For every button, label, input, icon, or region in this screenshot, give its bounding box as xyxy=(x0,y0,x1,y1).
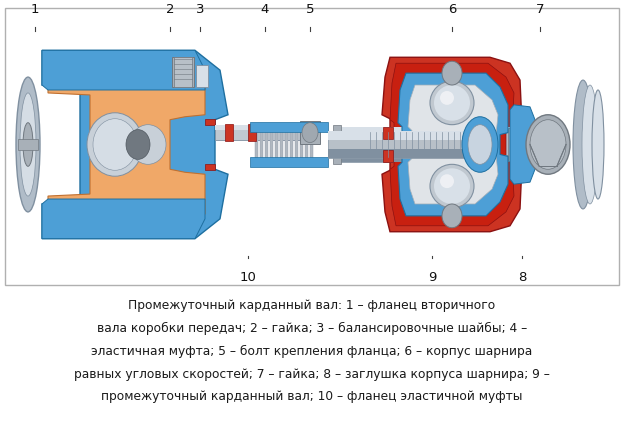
Bar xyxy=(508,129,514,161)
Ellipse shape xyxy=(16,78,40,213)
Ellipse shape xyxy=(582,86,598,204)
Polygon shape xyxy=(408,86,498,204)
Bar xyxy=(335,156,510,163)
Ellipse shape xyxy=(434,86,470,121)
Polygon shape xyxy=(42,199,205,239)
Text: 3: 3 xyxy=(196,3,204,16)
Bar xyxy=(383,127,393,139)
Bar xyxy=(215,125,305,130)
Ellipse shape xyxy=(462,118,498,173)
Ellipse shape xyxy=(130,125,166,165)
Ellipse shape xyxy=(87,113,143,177)
Polygon shape xyxy=(205,119,215,125)
Text: равных угловых скоростей; 7 – гайка; 8 – заглушка корпуса шарнира; 9 –: равных угловых скоростей; 7 – гайка; 8 –… xyxy=(74,367,550,380)
Polygon shape xyxy=(42,51,205,91)
Text: 4: 4 xyxy=(261,3,269,16)
Text: вала коробки передач; 2 – гайка; 3 – балансировочные шайбы; 4 –: вала коробки передач; 2 – гайка; 3 – бал… xyxy=(97,321,527,334)
Ellipse shape xyxy=(440,175,454,189)
Bar xyxy=(280,127,283,163)
Ellipse shape xyxy=(573,81,593,210)
Bar xyxy=(225,124,233,141)
Bar xyxy=(18,139,38,151)
Bar xyxy=(333,126,341,165)
Bar xyxy=(328,150,493,159)
Polygon shape xyxy=(390,64,514,226)
Bar xyxy=(270,127,273,163)
Bar xyxy=(174,58,192,88)
Polygon shape xyxy=(398,74,508,216)
Bar xyxy=(328,131,493,140)
Bar xyxy=(310,127,313,163)
Bar xyxy=(250,158,328,168)
Polygon shape xyxy=(42,51,228,239)
Text: 10: 10 xyxy=(240,271,256,284)
Bar xyxy=(430,127,455,164)
Bar xyxy=(430,127,455,134)
Ellipse shape xyxy=(442,62,462,86)
Polygon shape xyxy=(205,165,215,171)
Bar xyxy=(300,127,303,163)
Ellipse shape xyxy=(302,124,318,143)
Polygon shape xyxy=(48,56,205,234)
Ellipse shape xyxy=(530,121,566,170)
Bar xyxy=(275,127,278,163)
Bar xyxy=(285,127,288,163)
Polygon shape xyxy=(510,106,536,185)
Ellipse shape xyxy=(430,165,474,208)
Ellipse shape xyxy=(20,94,36,196)
Bar xyxy=(305,127,308,163)
Bar xyxy=(250,122,328,132)
Bar xyxy=(260,127,263,163)
Bar xyxy=(290,127,293,163)
Ellipse shape xyxy=(526,115,570,175)
Bar xyxy=(215,125,305,140)
Ellipse shape xyxy=(440,92,454,106)
Text: 5: 5 xyxy=(306,3,314,16)
Bar xyxy=(335,127,510,163)
Bar xyxy=(295,127,298,163)
Bar xyxy=(383,151,393,163)
Bar xyxy=(300,121,320,144)
Ellipse shape xyxy=(126,130,150,160)
Bar xyxy=(248,124,256,141)
Polygon shape xyxy=(382,58,522,232)
Ellipse shape xyxy=(442,204,462,228)
Text: 1: 1 xyxy=(31,3,39,16)
Text: 2: 2 xyxy=(166,3,174,16)
Text: 6: 6 xyxy=(448,3,456,16)
Text: Промежуточный карданный вал: 1 – фланец вторичного: Промежуточный карданный вал: 1 – фланец … xyxy=(129,299,495,311)
Ellipse shape xyxy=(23,124,33,167)
Text: 7: 7 xyxy=(536,3,544,16)
Bar xyxy=(5,9,619,285)
Ellipse shape xyxy=(592,91,604,199)
Text: промежуточный карданный вал; 10 – фланец эластичной муфты: промежуточный карданный вал; 10 – фланец… xyxy=(101,389,523,403)
Ellipse shape xyxy=(468,125,492,165)
Bar xyxy=(196,66,208,88)
Text: 9: 9 xyxy=(428,271,436,284)
Bar xyxy=(255,127,258,163)
Bar xyxy=(335,127,510,134)
Ellipse shape xyxy=(434,169,470,204)
Bar xyxy=(328,131,493,159)
Ellipse shape xyxy=(93,119,137,171)
Bar xyxy=(172,58,194,88)
Text: эластичная муфта; 5 – болт крепления фланца; 6 – корпус шарнира: эластичная муфта; 5 – болт крепления фла… xyxy=(91,344,533,357)
Bar xyxy=(265,127,268,163)
Text: 8: 8 xyxy=(518,271,526,284)
Ellipse shape xyxy=(430,82,474,125)
